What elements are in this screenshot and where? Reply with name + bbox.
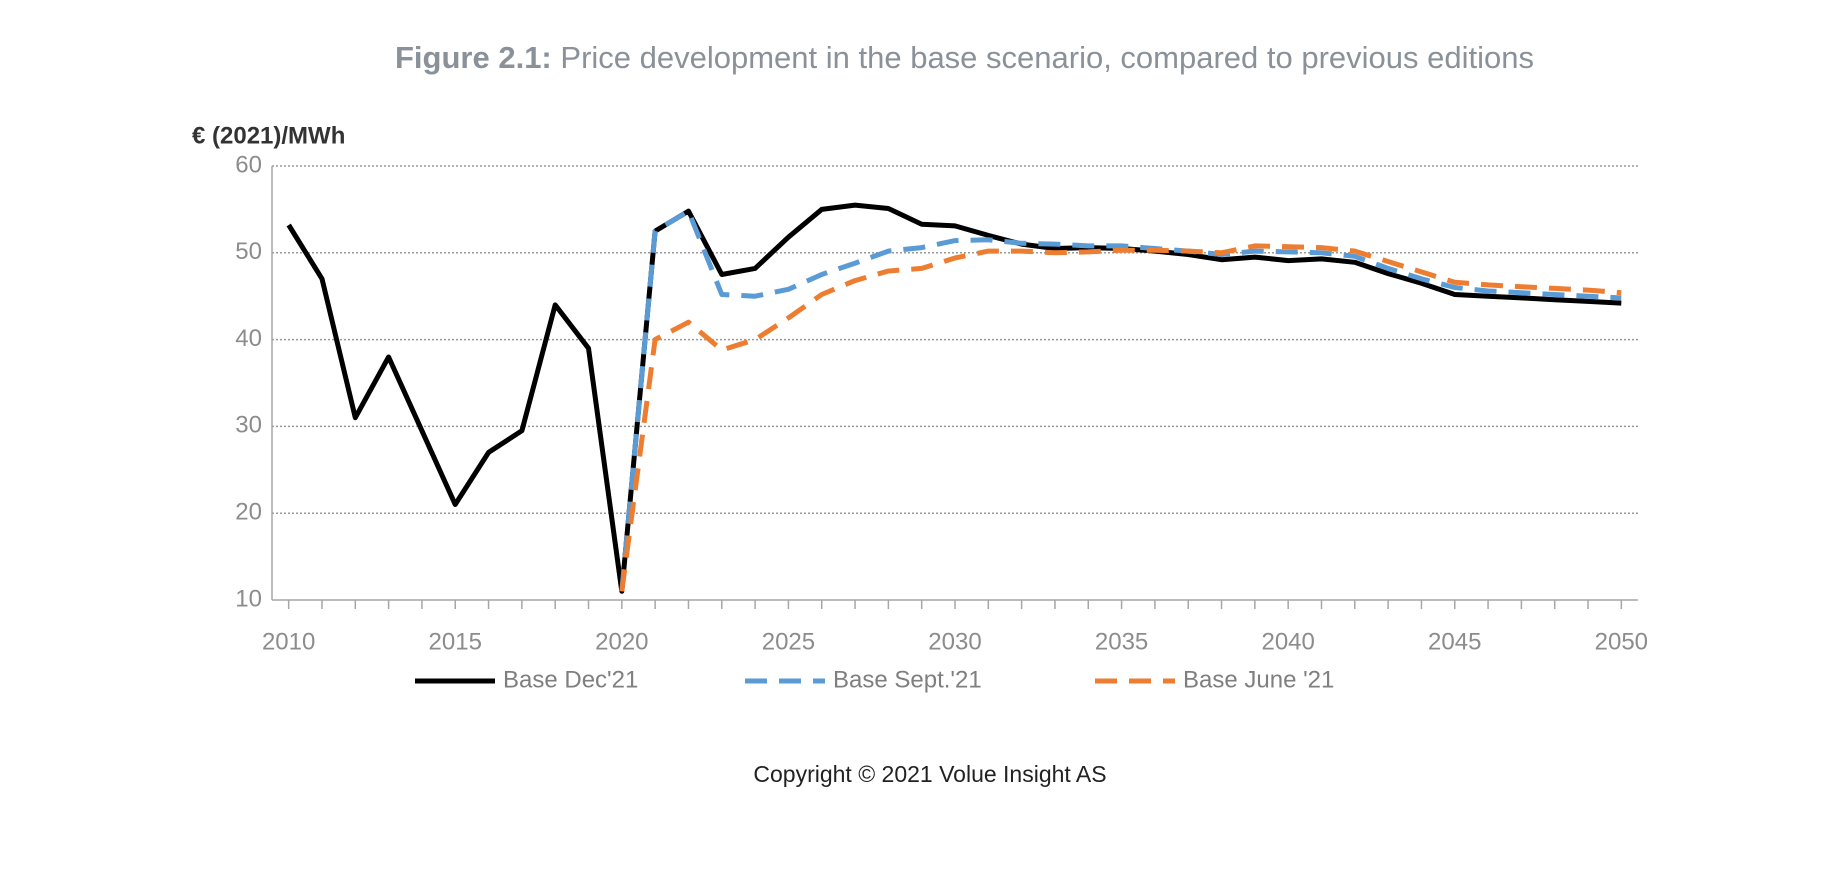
- y-tick-label: 50: [235, 238, 262, 265]
- x-tick-label: 2015: [429, 628, 482, 655]
- x-tick-label: 2025: [762, 628, 815, 655]
- y-tick-label: 60: [235, 151, 262, 178]
- legend-label: Base June '21: [1183, 666, 1334, 693]
- footer: Copyright © 2021 Volue Insight AS: [753, 761, 1106, 787]
- y-tick-label: 10: [235, 585, 262, 612]
- legend-label: Base Sept.'21: [833, 666, 982, 693]
- title-label: Figure 2.1:: [395, 40, 552, 75]
- legend-label: Base Dec'21: [503, 666, 638, 693]
- x-tick-label: 2045: [1428, 628, 1481, 655]
- x-tick-label: 2050: [1595, 628, 1648, 655]
- x-tick-label: 2035: [1095, 628, 1148, 655]
- x-tick-label: 2030: [928, 628, 981, 655]
- y-axis-label: € (2021)/MWh: [192, 122, 345, 149]
- chart-title: Figure 2.1: Price development in the bas…: [395, 36, 1535, 79]
- y-tick-label: 20: [235, 499, 262, 526]
- y-tick-label: 30: [235, 412, 262, 439]
- x-tick-label: 2040: [1261, 628, 1314, 655]
- x-tick-label: 2020: [595, 628, 648, 655]
- x-tick-label: 2010: [262, 628, 315, 655]
- y-tick-label: 40: [235, 325, 262, 352]
- series-line: [286, 202, 1622, 594]
- series-line: [619, 208, 1622, 592]
- series-line: [619, 243, 1622, 592]
- title-text: Price development in the base scenario, …: [560, 40, 1534, 75]
